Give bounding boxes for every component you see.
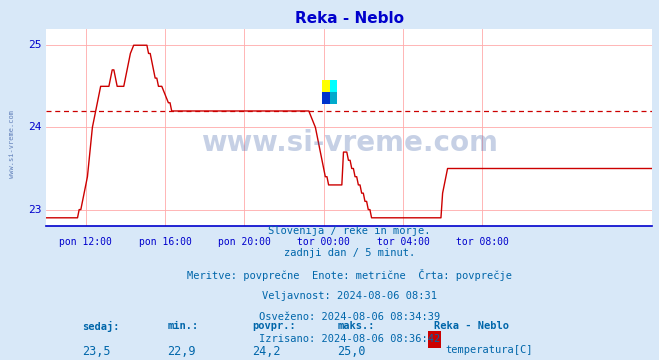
Title: Reka - Neblo: Reka - Neblo (295, 11, 404, 26)
Text: Meritve: povprečne  Enote: metrične  Črta: povprečje: Meritve: povprečne Enote: metrične Črta:… (186, 269, 512, 281)
Text: Osveženo: 2024-08-06 08:34:39: Osveženo: 2024-08-06 08:34:39 (258, 312, 440, 322)
FancyBboxPatch shape (322, 80, 330, 92)
Text: Slovenija / reke in morje.: Slovenija / reke in morje. (268, 226, 430, 236)
Text: zadnji dan / 5 minut.: zadnji dan / 5 minut. (283, 248, 415, 257)
Text: 25,0: 25,0 (337, 345, 366, 358)
FancyBboxPatch shape (330, 92, 337, 104)
FancyBboxPatch shape (428, 331, 442, 348)
Text: tor 04:00: tor 04:00 (376, 237, 430, 247)
Text: povpr.:: povpr.: (252, 321, 296, 331)
Text: Reka - Neblo: Reka - Neblo (434, 321, 509, 331)
Text: 23,5: 23,5 (82, 345, 111, 358)
Text: pon 20:00: pon 20:00 (218, 237, 271, 247)
Text: www.si-vreme.com: www.si-vreme.com (9, 110, 14, 178)
Text: sedaj:: sedaj: (82, 321, 120, 332)
Text: Veljavnost: 2024-08-06 08:31: Veljavnost: 2024-08-06 08:31 (262, 291, 437, 301)
Text: pon 12:00: pon 12:00 (59, 237, 112, 247)
FancyBboxPatch shape (330, 80, 337, 92)
FancyBboxPatch shape (322, 92, 330, 104)
Text: www.si-vreme.com: www.si-vreme.com (201, 129, 498, 157)
Text: 22,9: 22,9 (167, 345, 196, 358)
Text: 24: 24 (28, 122, 41, 132)
Text: 23: 23 (28, 204, 41, 215)
Text: 24,2: 24,2 (252, 345, 281, 358)
Text: temperatura[C]: temperatura[C] (445, 345, 532, 355)
Text: pon 16:00: pon 16:00 (138, 237, 192, 247)
Text: 25: 25 (28, 40, 41, 50)
Text: min.:: min.: (167, 321, 198, 331)
Text: tor 00:00: tor 00:00 (297, 237, 350, 247)
Text: Izrisano: 2024-08-06 08:36:42: Izrisano: 2024-08-06 08:36:42 (258, 334, 440, 344)
Text: maks.:: maks.: (337, 321, 375, 331)
Text: tor 08:00: tor 08:00 (456, 237, 509, 247)
